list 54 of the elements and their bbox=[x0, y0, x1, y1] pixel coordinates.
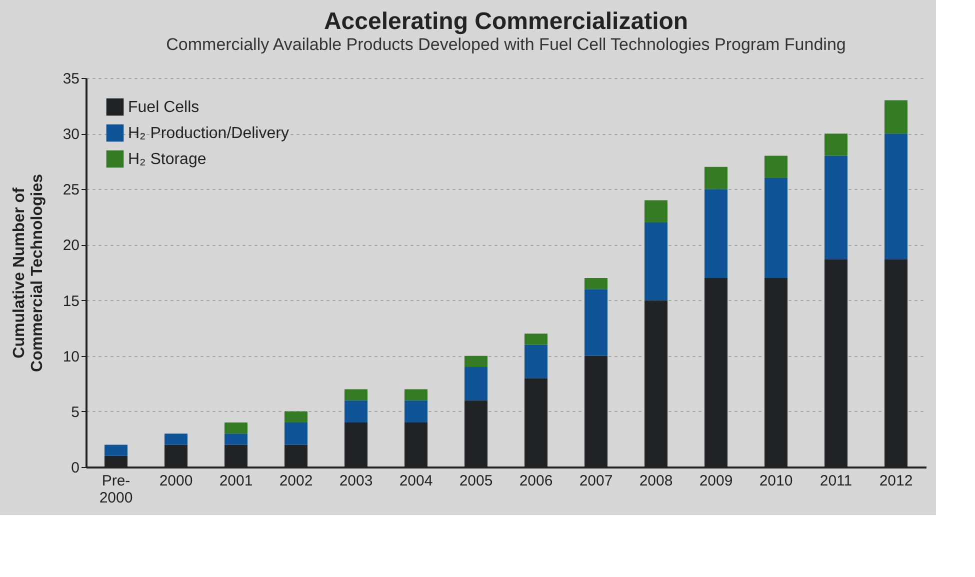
x-tick-label: 2009 bbox=[699, 472, 733, 490]
bar bbox=[764, 156, 788, 178]
y-tick-label: 35 bbox=[62, 70, 80, 88]
y-tick-label: 30 bbox=[62, 126, 80, 144]
x-tick-label: 2006 bbox=[519, 472, 553, 490]
bar bbox=[884, 100, 908, 134]
bar bbox=[644, 200, 668, 222]
x-tick-label: 2003 bbox=[339, 472, 373, 490]
chart-title: Accelerating Commercialization bbox=[324, 8, 688, 35]
bar bbox=[224, 422, 248, 434]
y-tick-label: 0 bbox=[71, 460, 80, 476]
legend-label: H₂ Storage bbox=[128, 151, 206, 168]
bar bbox=[824, 156, 848, 260]
x-tick-label: 2011 bbox=[820, 472, 852, 490]
y-tick-label: 5 bbox=[71, 404, 80, 421]
bar bbox=[404, 389, 428, 400]
bar bbox=[524, 334, 548, 345]
bar bbox=[284, 422, 308, 445]
bar bbox=[524, 344, 548, 378]
x-tick-label: 2004 bbox=[399, 472, 433, 490]
y-tick-label: 15 bbox=[62, 292, 80, 310]
x-tick-label: 2007 bbox=[579, 472, 613, 490]
bar bbox=[224, 434, 248, 445]
chart-subtitle: Commercially Available Products Developed with Fuel Cell Technologies Program Funding bbox=[166, 35, 846, 54]
bar bbox=[344, 389, 368, 400]
bar bbox=[644, 222, 668, 300]
y-tick-label: 10 bbox=[62, 348, 80, 366]
bar bbox=[704, 189, 728, 278]
bar bbox=[704, 166, 728, 190]
x-tick-label: 2010 bbox=[759, 472, 793, 490]
legend-label: Fuel Cells bbox=[128, 99, 200, 116]
bar bbox=[284, 411, 308, 423]
x-tick-label: 2002 bbox=[279, 472, 313, 490]
bar bbox=[584, 278, 608, 290]
x-tick-label: Pre- 2000 bbox=[99, 472, 133, 506]
bar bbox=[164, 434, 188, 445]
bar bbox=[584, 289, 608, 356]
bar bbox=[824, 134, 848, 156]
bar bbox=[884, 134, 908, 260]
bar bbox=[764, 178, 788, 278]
x-tick-label: 2000 bbox=[159, 472, 193, 490]
x-tick-label: 2012 bbox=[879, 472, 913, 490]
bar bbox=[344, 400, 368, 423]
bar bbox=[104, 444, 128, 456]
y-tick-label: 25 bbox=[62, 182, 80, 199]
y-axis-title: Cumulative Number of Commercial Technologies bbox=[10, 174, 46, 372]
bar bbox=[464, 356, 488, 367]
x-tick-label: 2001 bbox=[219, 472, 253, 490]
bar bbox=[404, 400, 428, 423]
x-tick-label: 2005 bbox=[459, 472, 493, 490]
x-tick-label: 2008 bbox=[639, 472, 673, 490]
legend-label: H₂ Production/Delivery bbox=[128, 125, 289, 142]
bar bbox=[464, 366, 488, 400]
y-tick-label: 20 bbox=[62, 237, 80, 254]
